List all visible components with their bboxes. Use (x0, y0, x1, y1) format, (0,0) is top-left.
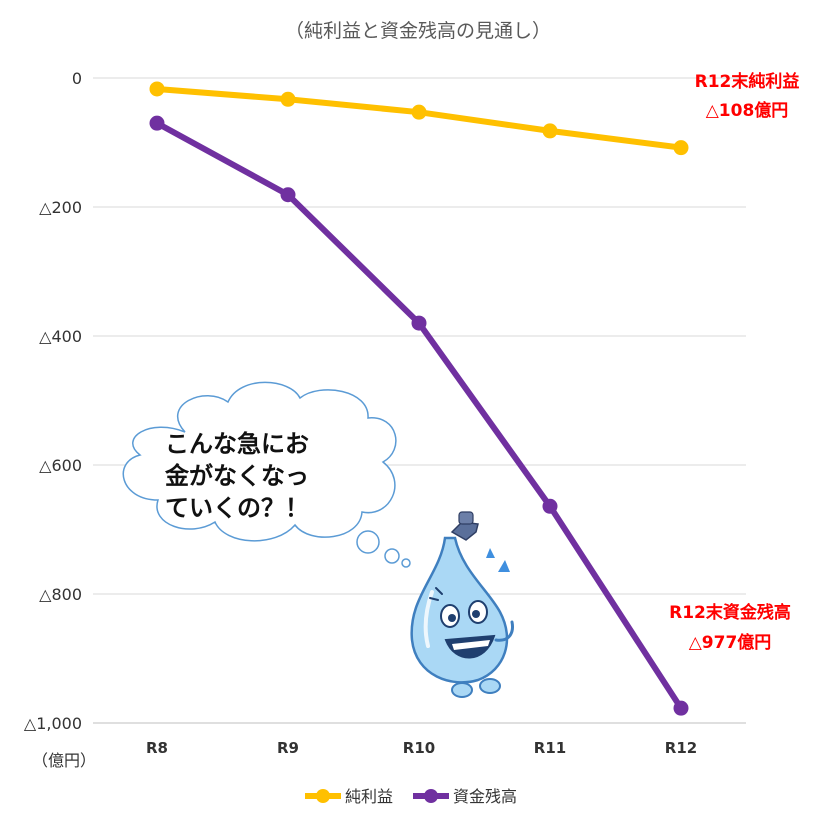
y-tick-label: △800 (39, 585, 82, 604)
y-axis-ticks: 0 △200 △400 △600 △800 △1,000 (24, 69, 82, 733)
x-tick-label: R8 (146, 739, 168, 757)
legend-label: 純利益 (345, 787, 393, 806)
legend: 純利益 資金残高 (305, 787, 517, 806)
annotation-fund-balance: R12末資金残高 △977億円 (669, 602, 791, 653)
left-foot (451, 682, 473, 698)
sweat-drop (498, 560, 510, 572)
chart-title: （純利益と資金残高の見通し） (285, 20, 551, 42)
y-tick-label: △200 (39, 198, 82, 217)
bubble-dot-large (356, 530, 380, 554)
x-tick-label: R10 (403, 739, 435, 757)
x-axis-ticks: R8 R9 R10 R11 R12 (146, 739, 697, 757)
unit-label: （億円） (32, 751, 96, 770)
data-point (280, 91, 296, 107)
data-point (673, 140, 689, 156)
water-drop-mascot (410, 511, 514, 698)
y-tick-label: 0 (72, 69, 82, 88)
bubble-dot-medium (384, 548, 400, 564)
data-point (149, 115, 165, 131)
bubble-line-2: 金がなくなっ (164, 462, 309, 490)
annotation-net-profit-line-1: R12末純利益 (695, 71, 800, 92)
legend-label: 資金残高 (453, 787, 517, 806)
annotation-net-profit-line-2: △108億円 (706, 100, 789, 121)
bubble-dot-small (401, 558, 411, 568)
y-tick-label: △600 (39, 456, 82, 475)
data-point (411, 104, 427, 120)
series-lines (149, 81, 689, 716)
y-tick-label: △1,000 (24, 714, 82, 733)
annotation-fund-balance-line-1: R12末資金残高 (669, 602, 791, 623)
data-point (411, 315, 427, 331)
x-tick-label: R12 (665, 739, 697, 757)
bubble-cloud (122, 381, 397, 542)
data-point (280, 187, 296, 203)
annotation-net-profit: R12末純利益 △108億円 (695, 71, 800, 121)
bubble-line-1: こんな急にお (165, 430, 309, 458)
y-tick-label: △400 (39, 327, 82, 346)
bubble-line-3: ていくの？！ (165, 494, 309, 522)
data-point (673, 700, 689, 716)
thought-bubble: こんな急にお 金がなくなっ ていくの？！ (122, 381, 411, 568)
data-point (542, 498, 558, 514)
x-tick-label: R9 (277, 739, 299, 757)
x-tick-label: R11 (534, 739, 566, 757)
data-point (149, 81, 165, 97)
data-point (542, 123, 558, 139)
legend-swatch-marker (424, 789, 438, 803)
legend-swatch-marker (316, 789, 330, 803)
annotation-fund-balance-line-2: △977億円 (689, 632, 772, 653)
right-foot (479, 678, 501, 694)
